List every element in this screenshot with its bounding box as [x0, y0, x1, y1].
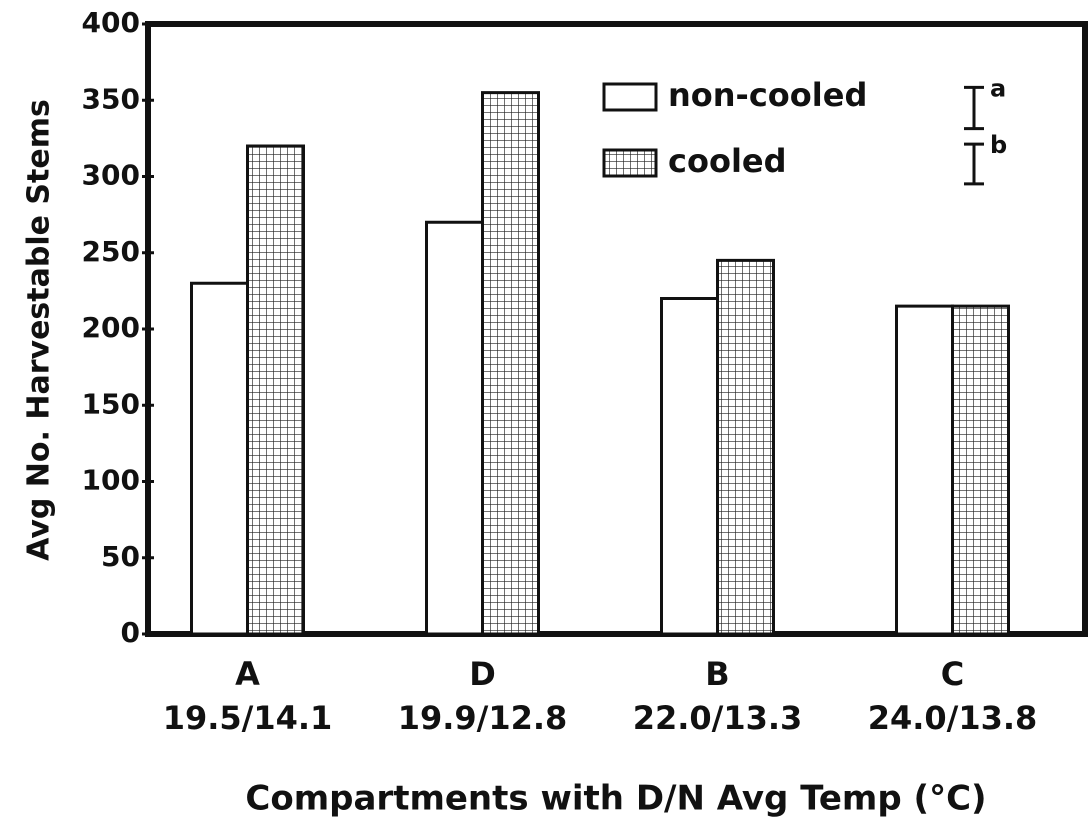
x-tick-sublabel: 22.0/13.3 — [633, 699, 803, 737]
x-tick-label: C — [941, 655, 964, 693]
x-tick-sublabel: 24.0/13.8 — [868, 699, 1038, 737]
bar — [425, 220, 484, 636]
x-tick-label: D — [469, 655, 496, 693]
y-tick-label: 350 — [82, 82, 140, 115]
x-tick-sublabel: 19.5/14.1 — [163, 699, 333, 737]
y-tick-label: 0 — [121, 616, 140, 649]
legend-swatch — [602, 82, 658, 112]
y-tick-label: 100 — [82, 464, 140, 497]
bar — [190, 281, 249, 636]
legend-swatch — [602, 148, 658, 178]
error-bar-label: a — [990, 74, 1006, 102]
legend-label: non-cooled — [668, 76, 867, 114]
y-tick-label: 150 — [82, 387, 140, 420]
bar — [660, 297, 719, 636]
legend-label: cooled — [668, 142, 787, 180]
bar — [951, 304, 1010, 636]
x-tick-sublabel: 19.9/12.8 — [398, 699, 568, 737]
x-axis-label: Compartments with D/N Avg Temp (°C) — [245, 779, 986, 819]
error-bar — [964, 85, 984, 131]
bar — [246, 144, 305, 636]
bar — [716, 258, 775, 636]
y-tick-label: 300 — [82, 159, 140, 192]
error-bar-label: b — [990, 131, 1007, 159]
y-tick-label: 250 — [82, 235, 140, 268]
x-tick-label: A — [235, 655, 260, 693]
error-bar — [964, 142, 984, 186]
x-tick-label: B — [705, 655, 729, 693]
y-tick-label: 200 — [82, 311, 140, 344]
bar — [895, 304, 954, 636]
y-axis-label: Avg No. Harvestable Stems — [22, 99, 57, 561]
y-tick-label: 400 — [82, 6, 140, 39]
bar — [481, 91, 540, 636]
y-tick-label: 50 — [101, 540, 140, 573]
